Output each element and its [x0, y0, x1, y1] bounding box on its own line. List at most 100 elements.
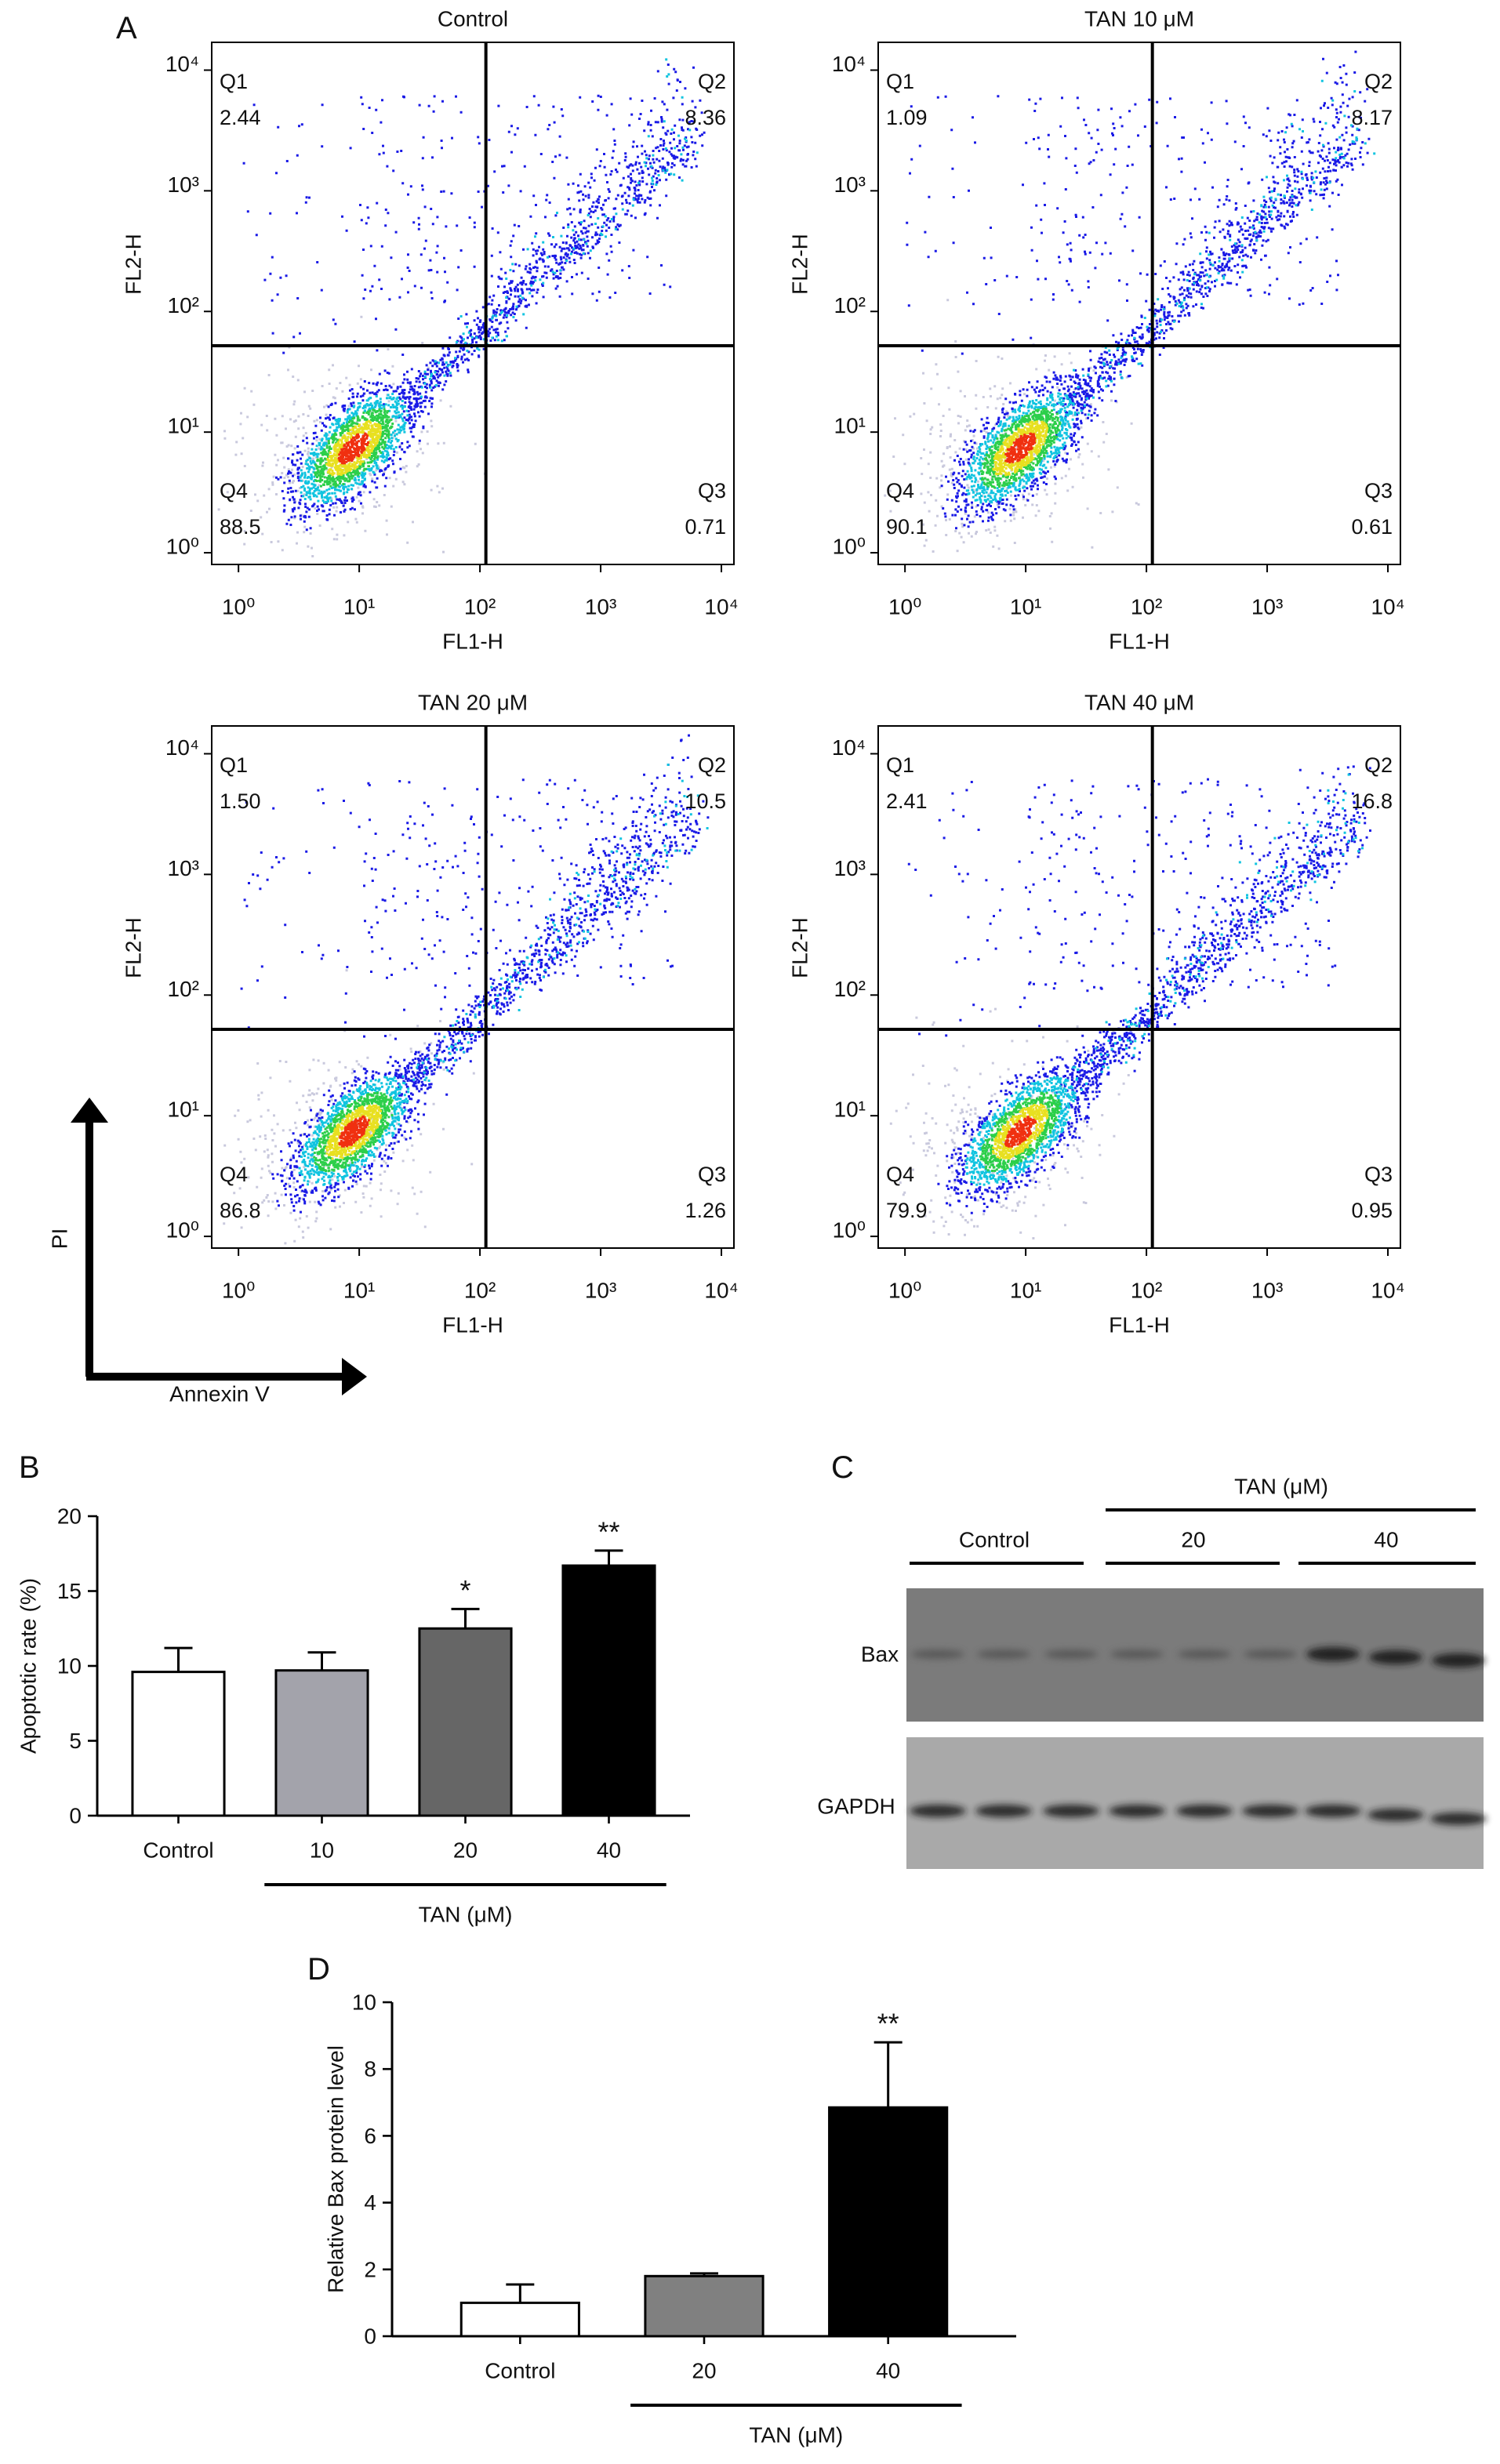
- x-axis-label: FL1-H: [1109, 1313, 1170, 1337]
- arrow-label: Annexin V: [169, 1382, 270, 1406]
- bar: [459, 2301, 580, 2338]
- y-tick-label: 2: [364, 2257, 376, 2281]
- quadrant-name: Q2: [1364, 70, 1393, 93]
- x-tick-label: 10³: [1251, 595, 1283, 619]
- blot-bands: [910, 1647, 1487, 1825]
- y-tick-label: 10⁴: [165, 735, 199, 760]
- lane-label: 20: [1181, 1528, 1205, 1552]
- panel-label: B: [19, 1450, 40, 1485]
- density-cloud: [979, 1091, 1062, 1172]
- flow-plot: TAN 10 μM Q1 1.09 Q2 8.17 Q3 0.61 Q4 90.1 10⁰ 10¹ 1…: [788, 7, 1405, 654]
- blot-band: [1432, 1653, 1485, 1667]
- blot-row-label: Bax: [861, 1642, 899, 1667]
- group-label: TAN (μM): [749, 2423, 843, 2448]
- blot-row-label: GAPDH: [817, 1794, 895, 1819]
- flow-plot: Control Q1 2.44 Q2 8.36 Q3 0.71 Q4 88.5 10⁰ 10¹ 10²…: [122, 7, 739, 654]
- density-cloud: [979, 408, 1062, 489]
- x-tick-label: 10²: [1131, 595, 1162, 619]
- y-tick-label: 10⁰: [166, 535, 199, 559]
- density-cloud: [1004, 432, 1037, 464]
- x-tick-label: 10⁴: [704, 595, 738, 619]
- panel-label: C: [831, 1450, 854, 1485]
- y-axis-label: FL2-H: [122, 234, 146, 295]
- y-tick-label: 10⁴: [165, 52, 199, 76]
- x-tick-label: 10³: [585, 595, 616, 619]
- x-tick-label: 10³: [1251, 1279, 1283, 1303]
- group-label: TAN (μM): [419, 1903, 513, 1927]
- y-tick-label: 10⁰: [166, 1218, 199, 1243]
- quadrant-name: Q1: [220, 753, 248, 777]
- quadrant-percent: 1.09: [886, 106, 928, 129]
- quadrant-percent: 86.8: [220, 1199, 261, 1222]
- y-tick-label: 10: [57, 1654, 82, 1678]
- blot-band: [1244, 1649, 1297, 1659]
- y-axis-label: Apoptotic rate (%): [16, 1578, 41, 1754]
- x-tick-label: 10¹: [343, 1279, 375, 1303]
- lane-label: 40: [1374, 1528, 1398, 1552]
- y-tick-label: 10³: [834, 856, 866, 880]
- blot-band: [1369, 1650, 1422, 1664]
- bar: [274, 1669, 369, 1817]
- plot-title: TAN 40 μM: [1084, 691, 1194, 715]
- blot-band: [1109, 1805, 1165, 1817]
- quadrant-percent: 88.5: [220, 515, 261, 539]
- panel-label: A: [116, 11, 137, 45]
- panel-label: D: [307, 1952, 330, 1987]
- arrow-label: PI: [48, 1228, 72, 1249]
- significance: *: [459, 1574, 470, 1606]
- blot-band: [1178, 1649, 1231, 1659]
- quadrant-percent: 1.26: [685, 1199, 726, 1222]
- quadrant-percent: 0.71: [685, 515, 726, 539]
- x-tick-label: 10¹: [343, 595, 375, 619]
- quadrant-name: Q4: [886, 1163, 914, 1186]
- y-tick-label: 10⁰: [833, 535, 866, 559]
- x-tick-label: Control: [143, 1838, 213, 1863]
- x-tick-label: 10⁰: [888, 1279, 921, 1303]
- x-tick-label: 40: [597, 1838, 621, 1863]
- plot-border: [877, 42, 1401, 565]
- x-axis-label: FL1-H: [442, 1313, 503, 1337]
- blot-band: [1367, 1809, 1424, 1821]
- plot-frame: [212, 42, 734, 564]
- arrowhead: [342, 1358, 367, 1395]
- quadrant-name: Q2: [698, 753, 726, 777]
- quadrant-name: Q1: [886, 753, 914, 777]
- x-tick-label: 10²: [1131, 1279, 1162, 1303]
- group-label: TAN (μM): [1234, 1475, 1328, 1499]
- density-cloud: [314, 408, 394, 488]
- x-tick-label: 10²: [464, 595, 496, 619]
- x-tick-label: 10¹: [1010, 595, 1041, 619]
- blot-band: [1305, 1805, 1361, 1817]
- y-tick-label: 10⁴: [832, 735, 866, 760]
- significance: **: [597, 1515, 619, 1548]
- quadrant-percent: 2.41: [886, 789, 928, 813]
- y-axis-label: FL2-H: [122, 917, 146, 978]
- quadrant-percent: 8.36: [685, 106, 726, 129]
- y-tick-label: 20: [57, 1504, 82, 1529]
- blot-band: [911, 1649, 964, 1659]
- blot-band: [1110, 1649, 1164, 1659]
- y-tick-label: 10³: [168, 856, 199, 880]
- arrowhead: [71, 1098, 108, 1123]
- quadrant-name: Q1: [886, 70, 914, 93]
- y-tick-label: 10⁰: [833, 1218, 866, 1243]
- blot-band: [1306, 1647, 1360, 1661]
- blot-band: [977, 1649, 1030, 1659]
- x-tick-label: 10¹: [1010, 1279, 1041, 1303]
- y-tick-label: 15: [57, 1579, 82, 1603]
- x-tick-label: 10⁴: [704, 1279, 738, 1303]
- y-tick-label: 10¹: [834, 1098, 866, 1122]
- lane-label: Control: [959, 1528, 1030, 1552]
- density-cloud: [337, 432, 369, 465]
- quadrant-percent: 79.9: [886, 1199, 928, 1222]
- bar: [418, 1627, 513, 1817]
- blot-band: [1430, 1813, 1487, 1825]
- significance: **: [877, 2008, 899, 2040]
- quadrant-name: Q3: [698, 1163, 726, 1186]
- quadrant-name: Q3: [1364, 1163, 1393, 1186]
- y-tick-label: 10¹: [834, 414, 866, 438]
- flow-plot: TAN 40 μM Q1 2.41 Q2 16.8 Q3 0.95 Q4 79.9 10⁰ 10¹ 1…: [788, 691, 1405, 1337]
- x-tick-label: 10⁰: [222, 595, 255, 619]
